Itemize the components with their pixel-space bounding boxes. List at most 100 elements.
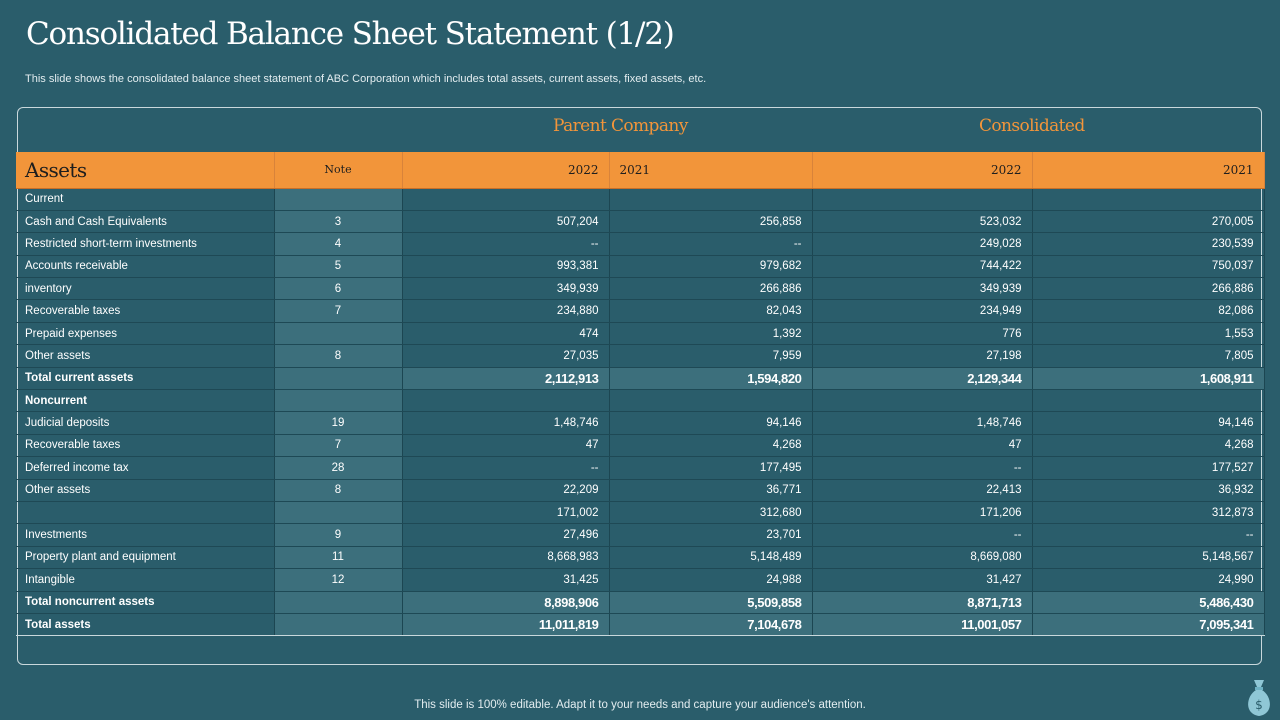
cell-consolidated-2022: 11,001,057 (812, 613, 1033, 637)
cell-consolidated-2021 (1032, 188, 1265, 211)
cell-consolidated-2021 (1032, 389, 1265, 413)
table-row: Recoverable taxes 7 47 4,268 47 4,268 (16, 434, 1265, 458)
cell-parent-2021: 979,682 (609, 255, 813, 279)
cell-parent-2022 (402, 389, 610, 413)
table-row: Total assets 11,011,819 7,104,678 11,001,05… (16, 613, 1265, 637)
cell-consolidated-2022: 744,422 (812, 255, 1033, 279)
cell-label: Property plant and equipment (16, 546, 275, 570)
table-row: Other assets 8 27,035 7,959 27,198 7,805 (16, 344, 1265, 368)
table-row: Prepaid expenses 474 1,392 776 1,553 (16, 322, 1265, 346)
cell-parent-2021: 1,594,820 (609, 367, 813, 391)
table-header-row: Assets Note 2022 2021 2022 2021 (16, 152, 1265, 189)
cell-parent-2021: 256,858 (609, 210, 813, 234)
cell-note: 7 (274, 434, 403, 458)
cell-label: Prepaid expenses (16, 322, 275, 346)
cell-parent-2022: 31,425 (402, 568, 610, 592)
cell-consolidated-2022: 171,206 (812, 501, 1033, 525)
cell-consolidated-2022: 27,198 (812, 344, 1033, 368)
cell-consolidated-2022: 1,48,746 (812, 411, 1033, 435)
cell-label: Cash and Cash Equivalents (16, 210, 275, 234)
balance-sheet-table: Assets Note 2022 2021 2022 2021 Current C… (16, 152, 1265, 637)
cell-consolidated-2021: 5,486,430 (1032, 591, 1265, 614)
cell-parent-2022: -- (402, 456, 610, 480)
cell-label: Recoverable taxes (16, 299, 275, 323)
cell-label: Total current assets (16, 367, 275, 391)
cell-parent-2022: 27,035 (402, 344, 610, 368)
cell-note: 6 (274, 277, 403, 301)
cell-parent-2021: 4,268 (609, 434, 813, 458)
cell-label: Total noncurrent assets (16, 591, 275, 614)
cell-consolidated-2022: -- (812, 523, 1033, 547)
cell-consolidated-2021: 177,527 (1032, 456, 1265, 480)
cell-parent-2022: 1,48,746 (402, 411, 610, 435)
cell-consolidated-2021: 750,037 (1032, 255, 1265, 279)
cell-parent-2021: 5,148,489 (609, 546, 813, 570)
table-row: Judicial deposits 19 1,48,746 94,146 1,48,74… (16, 411, 1265, 435)
cell-consolidated-2022: 47 (812, 434, 1033, 458)
cell-parent-2022: 8,668,983 (402, 546, 610, 570)
cell-label: Other assets (16, 479, 275, 502)
cell-parent-2021: 94,146 (609, 411, 813, 435)
cell-parent-2022: 507,204 (402, 210, 610, 234)
cell-parent-2021 (609, 389, 813, 413)
table-body: Current Cash and Cash Equivalents 3 507,204… (16, 188, 1265, 637)
cell-consolidated-2021: 1,553 (1032, 322, 1265, 346)
cell-consolidated-2021: 7,805 (1032, 344, 1265, 368)
table-row: Recoverable taxes 7 234,880 82,043 234,949 82… (16, 299, 1265, 323)
cell-parent-2021: 1,392 (609, 322, 813, 346)
table-row: Deferred income tax 28 -- 177,495 -- 177,527 (16, 456, 1265, 480)
cell-note: 8 (274, 344, 403, 368)
group-header-consolidated: Consolidated (979, 116, 1085, 136)
cell-note: 9 (274, 523, 403, 547)
cell-parent-2021: 23,701 (609, 523, 813, 547)
cell-parent-2022 (402, 188, 610, 211)
cell-parent-2021: -- (609, 232, 813, 256)
cell-consolidated-2022: 523,032 (812, 210, 1033, 234)
table-row: Property plant and equipment 11 8,668,983 5… (16, 546, 1265, 570)
cell-parent-2021 (609, 188, 813, 211)
svg-text:$: $ (1255, 698, 1263, 712)
group-header-parent-company: Parent Company (553, 116, 688, 136)
cell-label: Deferred income tax (16, 456, 275, 480)
cell-consolidated-2021: 94,146 (1032, 411, 1265, 435)
cell-parent-2021: 36,771 (609, 479, 813, 502)
cell-parent-2021: 266,886 (609, 277, 813, 301)
cell-note: 28 (274, 456, 403, 480)
cell-parent-2022: 2,112,913 (402, 367, 610, 391)
cell-note (274, 322, 403, 346)
cell-consolidated-2021: 36,932 (1032, 479, 1265, 502)
cell-label: Noncurrent (16, 389, 275, 413)
cell-parent-2022: 8,898,906 (402, 591, 610, 614)
page-title: Consolidated Balance Sheet Statement (1/… (26, 16, 675, 52)
cell-consolidated-2021: 5,148,567 (1032, 546, 1265, 570)
cell-consolidated-2022: 249,028 (812, 232, 1033, 256)
cell-parent-2022: 47 (402, 434, 610, 458)
cell-consolidated-2022: 8,669,080 (812, 546, 1033, 570)
cell-parent-2021: 82,043 (609, 299, 813, 323)
cell-consolidated-2022: -- (812, 456, 1033, 480)
cell-label: Current (16, 188, 275, 211)
cell-consolidated-2021: 312,873 (1032, 501, 1265, 525)
table-row: Total current assets 2,112,913 1,594,820 2,… (16, 367, 1265, 391)
cell-label: inventory (16, 277, 275, 301)
cell-note: 8 (274, 479, 403, 502)
cell-parent-2022: 171,002 (402, 501, 610, 525)
table-row: inventory 6 349,939 266,886 349,939 266,886 (16, 277, 1265, 301)
table-row: Noncurrent (16, 389, 1265, 413)
cell-parent-2022: 349,939 (402, 277, 610, 301)
cell-note (274, 367, 403, 391)
cell-note: 3 (274, 210, 403, 234)
page-subtitle: This slide shows the consolidated balanc… (25, 73, 707, 85)
table-row: Investments 9 27,496 23,701 -- -- (16, 523, 1265, 547)
cell-parent-2022: -- (402, 232, 610, 256)
cell-note: 19 (274, 411, 403, 435)
cell-label: Accounts receivable (16, 255, 275, 279)
cell-consolidated-2021: 1,608,911 (1032, 367, 1265, 391)
column-header-note: Note (274, 152, 403, 189)
table-row: Accounts receivable 5 993,381 979,682 744,42… (16, 255, 1265, 279)
cell-consolidated-2022: 234,949 (812, 299, 1033, 323)
cell-label (16, 501, 275, 525)
table-row: Total noncurrent assets 8,898,906 5,509,85… (16, 591, 1265, 614)
cell-consolidated-2022: 2,129,344 (812, 367, 1033, 391)
cell-parent-2021: 7,104,678 (609, 613, 813, 637)
